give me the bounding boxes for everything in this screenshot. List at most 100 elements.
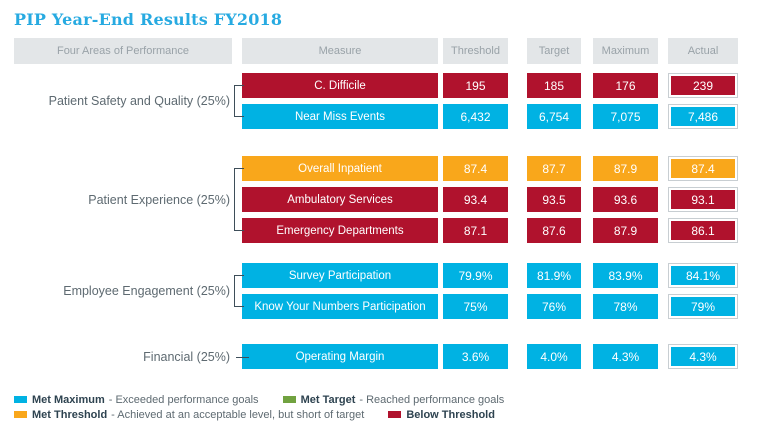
actual-cell-frame: 87.4 [668, 156, 738, 181]
table-row: Emergency Departments 87.1 87.6 87.9 86.… [242, 218, 738, 243]
maximum-cell: 7,075 [593, 104, 658, 129]
threshold-cell: 93.4 [443, 187, 508, 212]
legend-term: Met Threshold [32, 408, 108, 421]
group-patient-safety-quality: Patient Safety and Quality (25%) C. Diff… [14, 73, 767, 129]
measure-cell: C. Difficile [242, 73, 438, 98]
column-header-target: Target [527, 38, 581, 64]
threshold-cell: 6,432 [443, 104, 508, 129]
target-cell: 93.5 [527, 187, 581, 212]
results-table: Four Areas of Performance Measure Thresh… [14, 38, 767, 369]
group-label: Employee Engagement (25%) [63, 284, 230, 298]
measure-cell: Survey Participation [242, 263, 438, 288]
target-cell: 4.0% [527, 344, 581, 369]
threshold-cell: 195 [443, 73, 508, 98]
met-target-swatch-icon [282, 396, 296, 403]
table-row: Ambulatory Services 93.4 93.5 93.6 93.1 [242, 187, 738, 212]
table-row: C. Difficile 195 185 176 239 [242, 73, 738, 98]
legend-item-met-threshold: Met Threshold - Achieved at an acceptabl… [14, 409, 364, 421]
group-bracket [234, 168, 244, 231]
met-threshold-swatch-icon [14, 411, 27, 418]
actual-cell: 86.1 [671, 221, 735, 240]
table-row: Overall Inpatient 87.4 87.7 87.9 87.4 [242, 156, 738, 181]
below-threshold-swatch-icon [388, 411, 402, 418]
target-cell: 6,754 [527, 104, 581, 129]
group-label-cell: Patient Experience (25%) [14, 156, 244, 243]
legend-line-1: Met Maximum - Exceeded performance goals… [14, 392, 767, 407]
threshold-cell: 87.4 [443, 156, 508, 181]
group-patient-experience: Patient Experience (25%) Overall Inpatie… [14, 156, 767, 243]
target-cell: 81.9% [527, 263, 581, 288]
target-cell: 87.7 [527, 156, 581, 181]
legend-term: Below Threshold [406, 408, 495, 421]
group-bracket [234, 275, 244, 307]
group-connector-dash [236, 356, 249, 358]
table-row: Know Your Numbers Participation 75% 76% … [242, 294, 738, 319]
actual-cell: 4.3% [671, 347, 735, 366]
column-header-actual: Actual [668, 38, 738, 64]
column-header-threshold: Threshold [443, 38, 508, 64]
measure-cell: Operating Margin [242, 344, 438, 369]
legend-item-below-threshold: Below Threshold [388, 409, 495, 421]
table-row: Near Miss Events 6,432 6,754 7,075 7,486 [242, 104, 738, 129]
maximum-cell: 78% [593, 294, 658, 319]
actual-cell: 7,486 [671, 107, 735, 126]
maximum-cell: 83.9% [593, 263, 658, 288]
legend: Met Maximum - Exceeded performance goals… [14, 392, 767, 422]
measure-cell: Know Your Numbers Participation [242, 294, 438, 319]
legend-description: - Reached performance goals [359, 393, 505, 406]
measure-cell: Near Miss Events [242, 104, 438, 129]
actual-cell: 93.1 [671, 190, 735, 209]
target-cell: 76% [527, 294, 581, 319]
actual-cell-frame: 93.1 [668, 187, 738, 212]
measure-cell: Emergency Departments [242, 218, 438, 243]
maximum-cell: 87.9 [593, 156, 658, 181]
group-label-cell: Financial (25%) [14, 344, 249, 369]
legend-line-2: Met Threshold - Achieved at an acceptabl… [14, 407, 767, 422]
legend-description: - Achieved at an acceptable level, but s… [111, 408, 365, 421]
target-cell: 87.6 [527, 218, 581, 243]
table-row: Operating Margin 3.6% 4.0% 4.3% 4.3% [242, 344, 738, 369]
group-employee-engagement: Employee Engagement (25%) Survey Partici… [14, 263, 767, 319]
actual-cell: 84.1% [671, 266, 735, 285]
threshold-cell: 79.9% [443, 263, 508, 288]
page-title: PIP Year-End Results FY2018 [14, 10, 283, 29]
maximum-cell: 176 [593, 73, 658, 98]
table-row: Survey Participation 79.9% 81.9% 83.9% 8… [242, 263, 738, 288]
legend-item-met-target: Met Target - Reached performance goals [282, 393, 505, 406]
table-header-row: Four Areas of Performance Measure Thresh… [14, 38, 767, 64]
actual-cell-frame: 86.1 [668, 218, 738, 243]
column-header-area: Four Areas of Performance [14, 38, 232, 64]
maximum-cell: 93.6 [593, 187, 658, 212]
actual-cell: 79% [671, 297, 735, 316]
column-header-maximum: Maximum [593, 38, 658, 64]
legend-term: Met Target [300, 393, 356, 406]
legend-term: Met Maximum [32, 393, 105, 406]
column-header-measure: Measure [242, 38, 438, 64]
actual-cell-frame: 79% [668, 294, 738, 319]
actual-cell: 87.4 [671, 159, 735, 178]
actual-cell: 239 [671, 76, 735, 95]
measure-cell: Ambulatory Services [242, 187, 438, 212]
threshold-cell: 3.6% [443, 344, 508, 369]
legend-description: - Exceeded performance goals [108, 393, 259, 406]
actual-cell-frame: 239 [668, 73, 738, 98]
group-label: Patient Safety and Quality (25%) [48, 94, 230, 108]
target-cell: 185 [527, 73, 581, 98]
threshold-cell: 87.1 [443, 218, 508, 243]
threshold-cell: 75% [443, 294, 508, 319]
actual-cell-frame: 84.1% [668, 263, 738, 288]
measure-cell: Overall Inpatient [242, 156, 438, 181]
group-label-cell: Employee Engagement (25%) [14, 263, 244, 319]
actual-cell-frame: 4.3% [668, 344, 738, 369]
met-maximum-swatch-icon [14, 396, 27, 403]
group-label: Financial (25%) [143, 349, 230, 364]
maximum-cell: 87.9 [593, 218, 658, 243]
group-label-cell: Patient Safety and Quality (25%) [14, 73, 244, 129]
group-bracket [234, 85, 244, 117]
group-financial: Financial (25%) Operating Margin 3.6% 4.… [14, 344, 767, 369]
maximum-cell: 4.3% [593, 344, 658, 369]
group-label: Patient Experience (25%) [88, 192, 230, 207]
legend-item-met-maximum: Met Maximum - Exceeded performance goals [14, 394, 259, 406]
actual-cell-frame: 7,486 [668, 104, 738, 129]
